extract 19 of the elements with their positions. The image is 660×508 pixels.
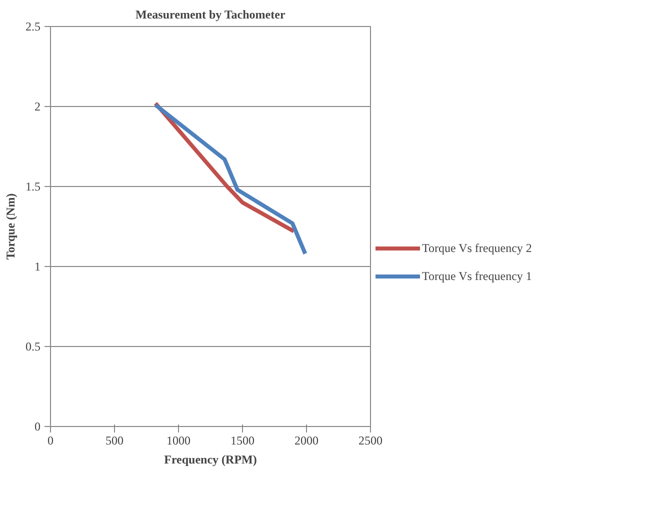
legend-label: Torque Vs frequency 2 [422, 240, 532, 256]
line-series [153, 102, 308, 256]
x-tick-label: 1000 [166, 434, 190, 448]
x-axis-title: Frequency (RPM) [164, 452, 257, 466]
legend-label: Torque Vs frequency 1 [422, 268, 532, 284]
y-tick-label: 2.5 [26, 20, 40, 34]
y-tick-label: 0 [34, 420, 40, 434]
x-tick-label: 2500 [358, 434, 382, 448]
y-tick-label: 1.5 [26, 180, 40, 194]
y-tick-label: 2 [34, 100, 40, 114]
y-tick-label: 1 [34, 260, 40, 274]
y-axis-title: Torque (Nm) [4, 193, 18, 260]
x-tick-label: 1500 [230, 434, 254, 448]
y-tick-label: 0.5 [26, 340, 40, 354]
x-tick-label: 500 [106, 434, 124, 448]
chart-title: Measurement by Tachometer [136, 8, 286, 22]
line-series [153, 101, 296, 234]
x-tick-label: 2000 [294, 434, 318, 448]
x-tick-label: 0 [48, 434, 54, 448]
